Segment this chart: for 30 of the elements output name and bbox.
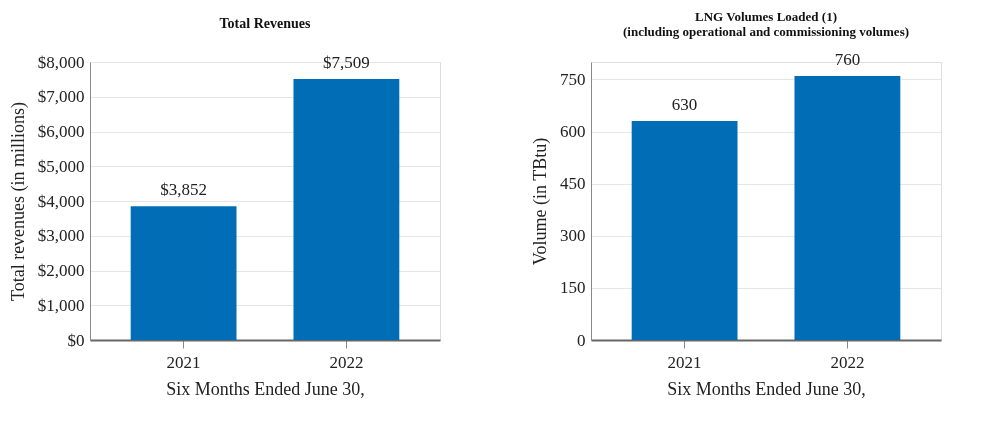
y-tick-label: $0 — [67, 330, 85, 350]
data-label: $3,852 — [160, 180, 207, 200]
y-tick-label: $1,000 — [37, 295, 85, 315]
data-label: 760 — [834, 49, 861, 69]
y-tick-label: 0 — [577, 330, 586, 350]
chart-subtitle: (including operational and commissioning volumes) — [622, 23, 910, 39]
x-axis-title: Six Months Ended June 30, — [667, 378, 866, 399]
data-label: 630 — [671, 95, 698, 115]
chart-title: Total Revenues — [219, 16, 311, 31]
x-tick-label: 2022 — [329, 352, 364, 372]
y-tick-label: 450 — [560, 174, 586, 194]
data-label: $7,509 — [323, 53, 370, 73]
y-tick-label: $5,000 — [37, 156, 85, 176]
y-axis-title: Volume (in TBtu) — [530, 137, 551, 266]
x-tick-label: 2021 — [166, 352, 201, 372]
y-tick-label: $7,000 — [37, 87, 85, 107]
y-axis-title: Total revenues (in millions) — [7, 101, 29, 302]
y-tick-label: $8,000 — [37, 52, 85, 72]
y-tick-label: $4,000 — [37, 191, 85, 211]
chart-title: LNG Volumes Loaded (1) — [695, 8, 837, 24]
y-tick-label: 150 — [560, 278, 586, 298]
y-tick-label: 300 — [560, 226, 586, 246]
y-tick-label: $6,000 — [37, 122, 85, 141]
y-tick-label: $3,000 — [37, 226, 85, 246]
y-tick-label: 750 — [560, 69, 586, 89]
x-tick-label: 2022 — [830, 352, 865, 372]
x-axis-title: Six Months Ended June 30, — [166, 378, 365, 399]
y-tick-label: $2,000 — [37, 261, 85, 280]
x-tick-label: 2021 — [667, 352, 702, 372]
y-tick-label: 600 — [560, 122, 586, 141]
